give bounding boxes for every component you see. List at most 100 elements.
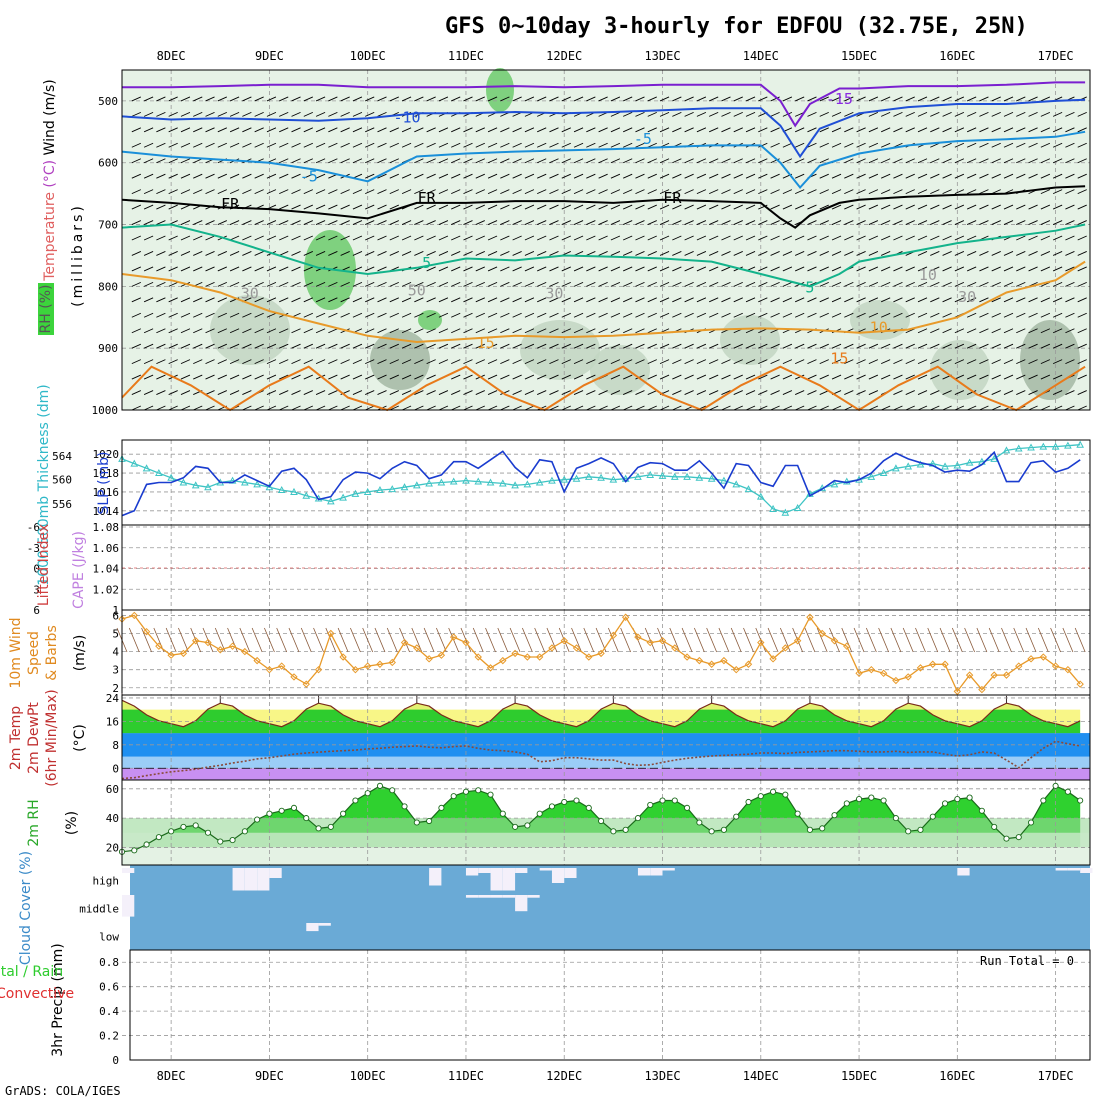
- wind-barb: [475, 220, 485, 225]
- wind-barb: [930, 127, 940, 133]
- li-tick-label: 3: [33, 583, 40, 596]
- wind-barb: [389, 235, 399, 241]
- wind-barb: [475, 359, 485, 365]
- wind-barb: [794, 359, 805, 365]
- wind-barb: [463, 328, 473, 334]
- wind-barb: [610, 266, 621, 272]
- wind-barb: [684, 251, 694, 256]
- wind-barb-10m: [509, 627, 521, 653]
- wind-barb: [782, 297, 793, 303]
- wind-barb: [844, 281, 854, 287]
- wind-barb: [954, 297, 965, 303]
- wind-barb: [979, 390, 989, 395]
- wind-barb: [647, 343, 657, 349]
- wind-barb: [868, 297, 879, 303]
- rh2m-point: [315, 825, 322, 832]
- wind-barb: [659, 312, 670, 318]
- wind-barb: [254, 189, 264, 195]
- wind-barb: [573, 220, 584, 225]
- wind-barb: [709, 266, 719, 272]
- wind-barb: [672, 343, 682, 349]
- wind-barb: [315, 96, 326, 102]
- rh-label-swatch: [38, 283, 54, 335]
- wind-barb: [635, 111, 645, 117]
- wind-barb: [733, 390, 743, 395]
- wind-barb: [500, 374, 510, 380]
- wind-speed-point: [732, 665, 740, 674]
- wind-barb: [352, 142, 363, 148]
- wind-barb: [880, 297, 891, 303]
- wind-barb: [168, 235, 178, 241]
- wind-barb: [598, 312, 608, 318]
- wind-barb: [709, 374, 719, 380]
- wind-barb: [217, 220, 228, 225]
- wind-barb: [745, 390, 756, 395]
- thickness-point: [781, 508, 790, 516]
- wind-tick-label: 3: [112, 664, 119, 677]
- wind-barb: [451, 266, 461, 272]
- wind-barb: [131, 374, 142, 380]
- wind-speed-point: [425, 655, 433, 663]
- wind-barb: [537, 328, 547, 334]
- wind-barb: [991, 266, 1001, 272]
- wind-barb: [242, 390, 252, 395]
- wind-barb: [193, 405, 203, 411]
- temp-contour-line: [121, 223, 1086, 288]
- wind-barb: [856, 390, 866, 395]
- wind-barb: [709, 158, 719, 164]
- wind-barb: [782, 405, 793, 411]
- wind-barb: [905, 220, 915, 225]
- wind-barb: [156, 266, 166, 272]
- wind-barb: [438, 343, 449, 349]
- wind-barb: [1003, 359, 1014, 365]
- wind-tick-label: 5: [112, 628, 119, 641]
- wind-barb: [1065, 266, 1075, 272]
- wind-barb: [954, 127, 965, 133]
- slp-frame: [121, 439, 1091, 526]
- wind-barb: [966, 204, 977, 210]
- cloud-high-cell: [478, 868, 491, 873]
- wind-barb: [401, 374, 412, 380]
- wind-barb: [205, 220, 215, 225]
- wind-barb: [745, 405, 756, 411]
- wind-barb-10m: [1050, 627, 1061, 653]
- wind-barb: [905, 405, 915, 411]
- wind-barb: [217, 173, 228, 179]
- wind-barb: [573, 297, 584, 303]
- wind-barb: [193, 220, 203, 225]
- wind-barb: [745, 127, 756, 133]
- rh-shade: [520, 320, 600, 380]
- wind-barb: [1077, 374, 1087, 380]
- wind-barb: [1016, 235, 1026, 241]
- wind-barb: [1052, 111, 1063, 117]
- wind-speed-point: [1051, 662, 1060, 670]
- wind-barb: [942, 235, 952, 241]
- wind-barb: [979, 374, 989, 380]
- wind-barb: [733, 189, 743, 195]
- wind-barb: [794, 96, 805, 102]
- wind-barb: [868, 111, 879, 117]
- wind-barb: [1040, 266, 1051, 272]
- wind-speed-point: [1015, 662, 1023, 670]
- wind-barb: [303, 405, 313, 411]
- wind-barb: [156, 235, 166, 241]
- wind-barb: [463, 96, 473, 102]
- wind-barb: [819, 281, 829, 287]
- wind-barb-10m: [915, 627, 926, 653]
- wind-barb: [180, 374, 191, 380]
- wind-barb: [205, 405, 215, 411]
- wind-speed-point: [671, 644, 679, 652]
- wind-barb: [831, 189, 842, 195]
- wind-barb: [168, 111, 178, 117]
- wind-barb: [721, 390, 731, 395]
- contour-label: 30: [958, 288, 976, 306]
- wind-barb: [254, 127, 264, 133]
- wind-speed-point: [769, 655, 777, 663]
- wind-speed-point: [351, 665, 360, 674]
- wind-barb: [1028, 142, 1038, 148]
- wind-barb: [180, 251, 191, 256]
- wind-barb: [942, 390, 952, 395]
- wind-barb: [500, 359, 510, 365]
- wind-barb: [291, 111, 301, 117]
- wind-barb: [291, 297, 301, 303]
